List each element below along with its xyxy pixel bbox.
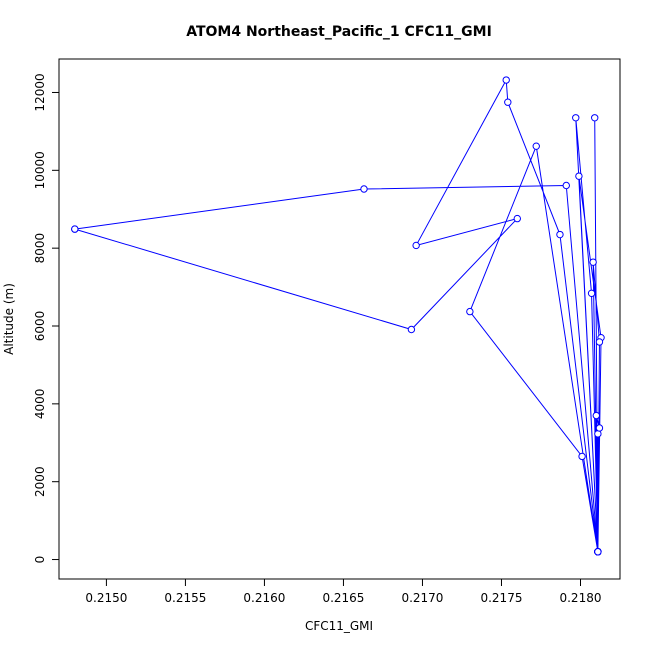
data-point bbox=[466, 307, 474, 316]
data-point bbox=[556, 230, 564, 239]
y-tick-label: 10000 bbox=[33, 151, 47, 189]
data-point bbox=[562, 181, 570, 190]
chart-title: ATOM4 Northeast_Pacific_1 CFC11_GMI bbox=[186, 24, 492, 40]
data-point bbox=[502, 76, 510, 84]
data-point bbox=[504, 98, 512, 106]
y-tick-label: 8000 bbox=[33, 233, 47, 264]
data-point bbox=[407, 325, 416, 334]
x-tick-label: 0.2150 bbox=[85, 591, 127, 605]
data-point bbox=[592, 411, 600, 420]
x-axis: 0.2150 0.2155 0.2160 0.2165 0.2170 0.2175 0.21… bbox=[85, 578, 601, 605]
data-point bbox=[572, 114, 580, 122]
data-point bbox=[587, 289, 596, 298]
x-tick-label: 0.2180 bbox=[559, 591, 601, 605]
x-axis-label: CFC11_GMI bbox=[305, 619, 373, 633]
x-tick-label: 0.2165 bbox=[322, 591, 364, 605]
series-layer bbox=[71, 76, 605, 556]
y-tick-label: 4000 bbox=[33, 389, 47, 420]
x-tick-label: 0.2175 bbox=[480, 591, 522, 605]
data-point bbox=[412, 241, 420, 250]
y-tick-label: 0 bbox=[33, 556, 47, 564]
data-point bbox=[591, 114, 599, 122]
y-tick-label: 12000 bbox=[33, 73, 47, 111]
y-axis: 0 2000 4000 6000 8000 10000 12000 bbox=[33, 73, 60, 564]
x-tick-label: 0.2170 bbox=[401, 591, 443, 605]
data-point bbox=[595, 338, 604, 346]
data-point bbox=[578, 452, 586, 461]
y-tick-label: 2000 bbox=[33, 466, 47, 497]
data-point bbox=[575, 172, 583, 180]
data-point bbox=[513, 214, 521, 223]
data-point bbox=[594, 548, 602, 556]
data-point bbox=[595, 424, 604, 432]
data-point bbox=[589, 258, 597, 266]
x-tick-label: 0.2155 bbox=[164, 591, 206, 605]
plot-frame bbox=[58, 58, 621, 580]
series-line bbox=[74, 78, 602, 552]
y-tick-label: 6000 bbox=[33, 311, 47, 342]
data-point bbox=[360, 185, 368, 193]
y-axis-label: Altitude (m) bbox=[2, 283, 16, 355]
data-point bbox=[532, 142, 540, 150]
x-tick-label: 0.2160 bbox=[243, 591, 285, 605]
data-point bbox=[71, 225, 79, 233]
